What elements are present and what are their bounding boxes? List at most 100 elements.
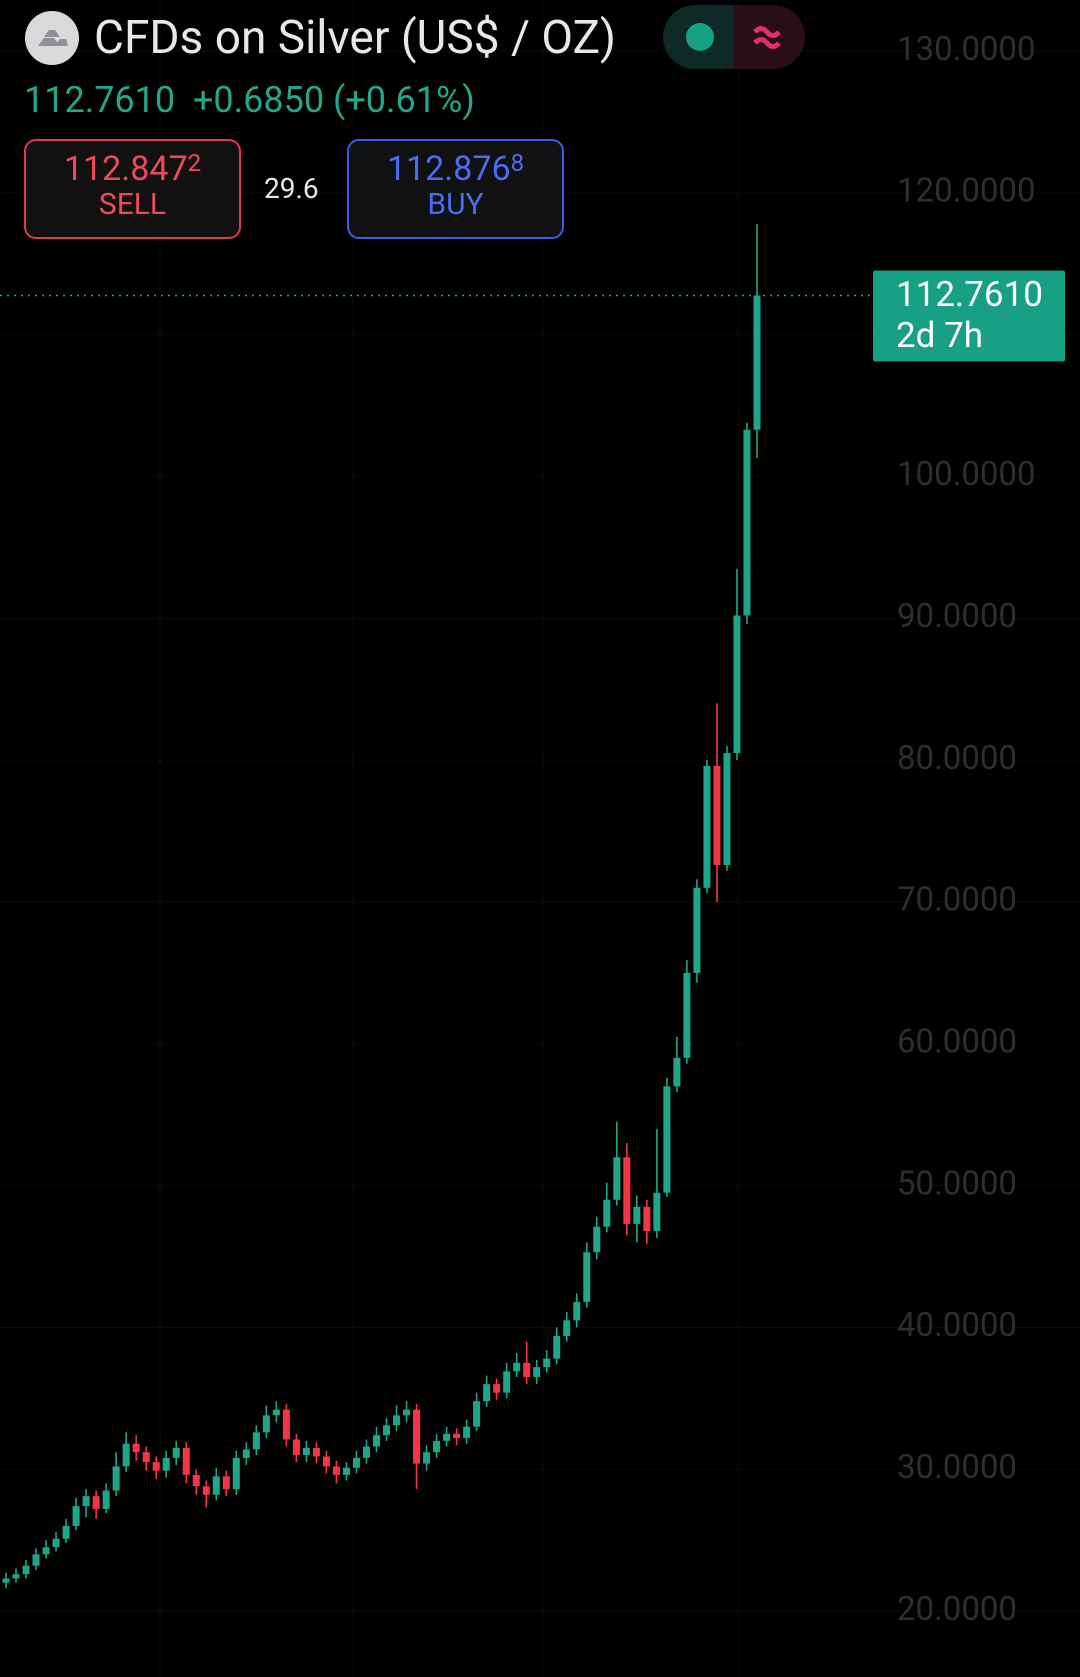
candle-body (32, 1554, 40, 1566)
candle-body (312, 1447, 320, 1457)
candle-body (733, 615, 741, 754)
buy-price: 112.876 (386, 149, 511, 189)
candle-body (352, 1457, 360, 1468)
candle-body (282, 1409, 290, 1440)
candle-body (583, 1252, 591, 1302)
candle-body (162, 1457, 170, 1471)
candle-body (613, 1157, 621, 1200)
candle-body (292, 1439, 300, 1456)
candle-body (252, 1432, 260, 1450)
candle-body (653, 1192, 661, 1231)
y-tick-label: 20.0000 (897, 1590, 1017, 1629)
candle-body (403, 1409, 411, 1416)
candle-body (212, 1476, 220, 1495)
candle-body (553, 1335, 561, 1359)
candle-body (693, 887, 701, 973)
candle-body (623, 1157, 631, 1224)
candle-body (753, 295, 761, 430)
candle-body (52, 1538, 60, 1548)
candle-body (102, 1490, 110, 1509)
candle-body (272, 1409, 280, 1416)
toggle[interactable] (663, 5, 805, 69)
toggle-icons (686, 23, 781, 51)
candle-body (713, 765, 721, 866)
candle-body (593, 1226, 601, 1253)
candle-body (202, 1486, 210, 1495)
candle-body (112, 1466, 120, 1491)
candle-body (743, 429, 751, 616)
candle-body (643, 1206, 651, 1231)
candle-body (603, 1199, 611, 1227)
buy-label: BUY (427, 187, 484, 222)
y-tick-label: 120.0000 (897, 172, 1036, 211)
candle-body (262, 1415, 270, 1433)
candle-body (242, 1449, 250, 1458)
candle-body (493, 1384, 501, 1393)
candle-body (703, 765, 711, 888)
candle-body (182, 1447, 190, 1475)
candle-body (42, 1547, 50, 1555)
last-price-box (873, 270, 1065, 362)
buy-pip: 8 (510, 149, 525, 177)
candle-body (413, 1409, 421, 1464)
y-tick-label: 90.0000 (897, 597, 1017, 636)
candle-body (72, 1506, 80, 1526)
title: CFDs on Silver (US$ / OZ) (94, 11, 617, 65)
candle-body (423, 1452, 431, 1464)
y-tick-label: 130.0000 (897, 30, 1036, 69)
last-price-countdown: 2d 7h (896, 315, 983, 356)
candle-body (62, 1525, 70, 1539)
candle-body (533, 1367, 541, 1378)
candle-body (443, 1433, 451, 1441)
sell-button[interactable]: 112.8472 SELL (24, 139, 241, 239)
candle-body (122, 1443, 130, 1467)
candle-body (192, 1474, 200, 1487)
last-price-value: 112.7610 (896, 274, 1043, 315)
candle-body (342, 1467, 350, 1475)
candle-body (82, 1496, 90, 1507)
candle-body (12, 1574, 20, 1579)
candle-body (573, 1301, 581, 1321)
y-tick-label: 60.0000 (897, 1023, 1017, 1062)
change: +0.6850 (192, 79, 325, 121)
y-tick-label: 40.0000 (897, 1306, 1017, 1345)
candle-body (673, 1057, 681, 1087)
vertical-grid (159, 0, 739, 1677)
silver-icon (25, 11, 79, 65)
candle-body (563, 1320, 571, 1336)
candle-body (152, 1462, 160, 1471)
candle-body (473, 1401, 481, 1427)
candle-body (332, 1466, 340, 1475)
sell-label: SELL (98, 187, 167, 222)
candle-body (383, 1425, 391, 1436)
candle-body (172, 1447, 180, 1458)
candle-body (22, 1565, 30, 1575)
spread: 29.6 (264, 172, 319, 205)
candle-body (132, 1443, 140, 1453)
last-price: 112.7610 (24, 79, 176, 121)
candle-body (433, 1440, 441, 1453)
candle-body (2, 1578, 10, 1583)
candle-body (92, 1496, 100, 1509)
y-tick-label: 50.0000 (897, 1164, 1017, 1203)
candle-body (362, 1446, 370, 1458)
change-pct: (+0.61%) (333, 79, 475, 121)
candle-body (232, 1457, 240, 1490)
candle-body (302, 1447, 310, 1456)
candle-body (723, 753, 731, 866)
y-tick-label: 100.0000 (897, 455, 1036, 494)
candle-body (503, 1371, 511, 1393)
y-tick-label: 30.0000 (897, 1448, 1017, 1487)
candle-body (513, 1362, 521, 1372)
buy-button[interactable]: 112.8768 BUY (347, 139, 564, 239)
candle-body (633, 1206, 641, 1224)
candle-body (222, 1476, 230, 1490)
y-tick-label: 70.0000 (897, 881, 1017, 920)
sell-price: 112.847 (63, 149, 188, 189)
candle-body (463, 1426, 471, 1439)
y-tick-label: 80.0000 (897, 739, 1017, 778)
candle-body (372, 1435, 380, 1447)
